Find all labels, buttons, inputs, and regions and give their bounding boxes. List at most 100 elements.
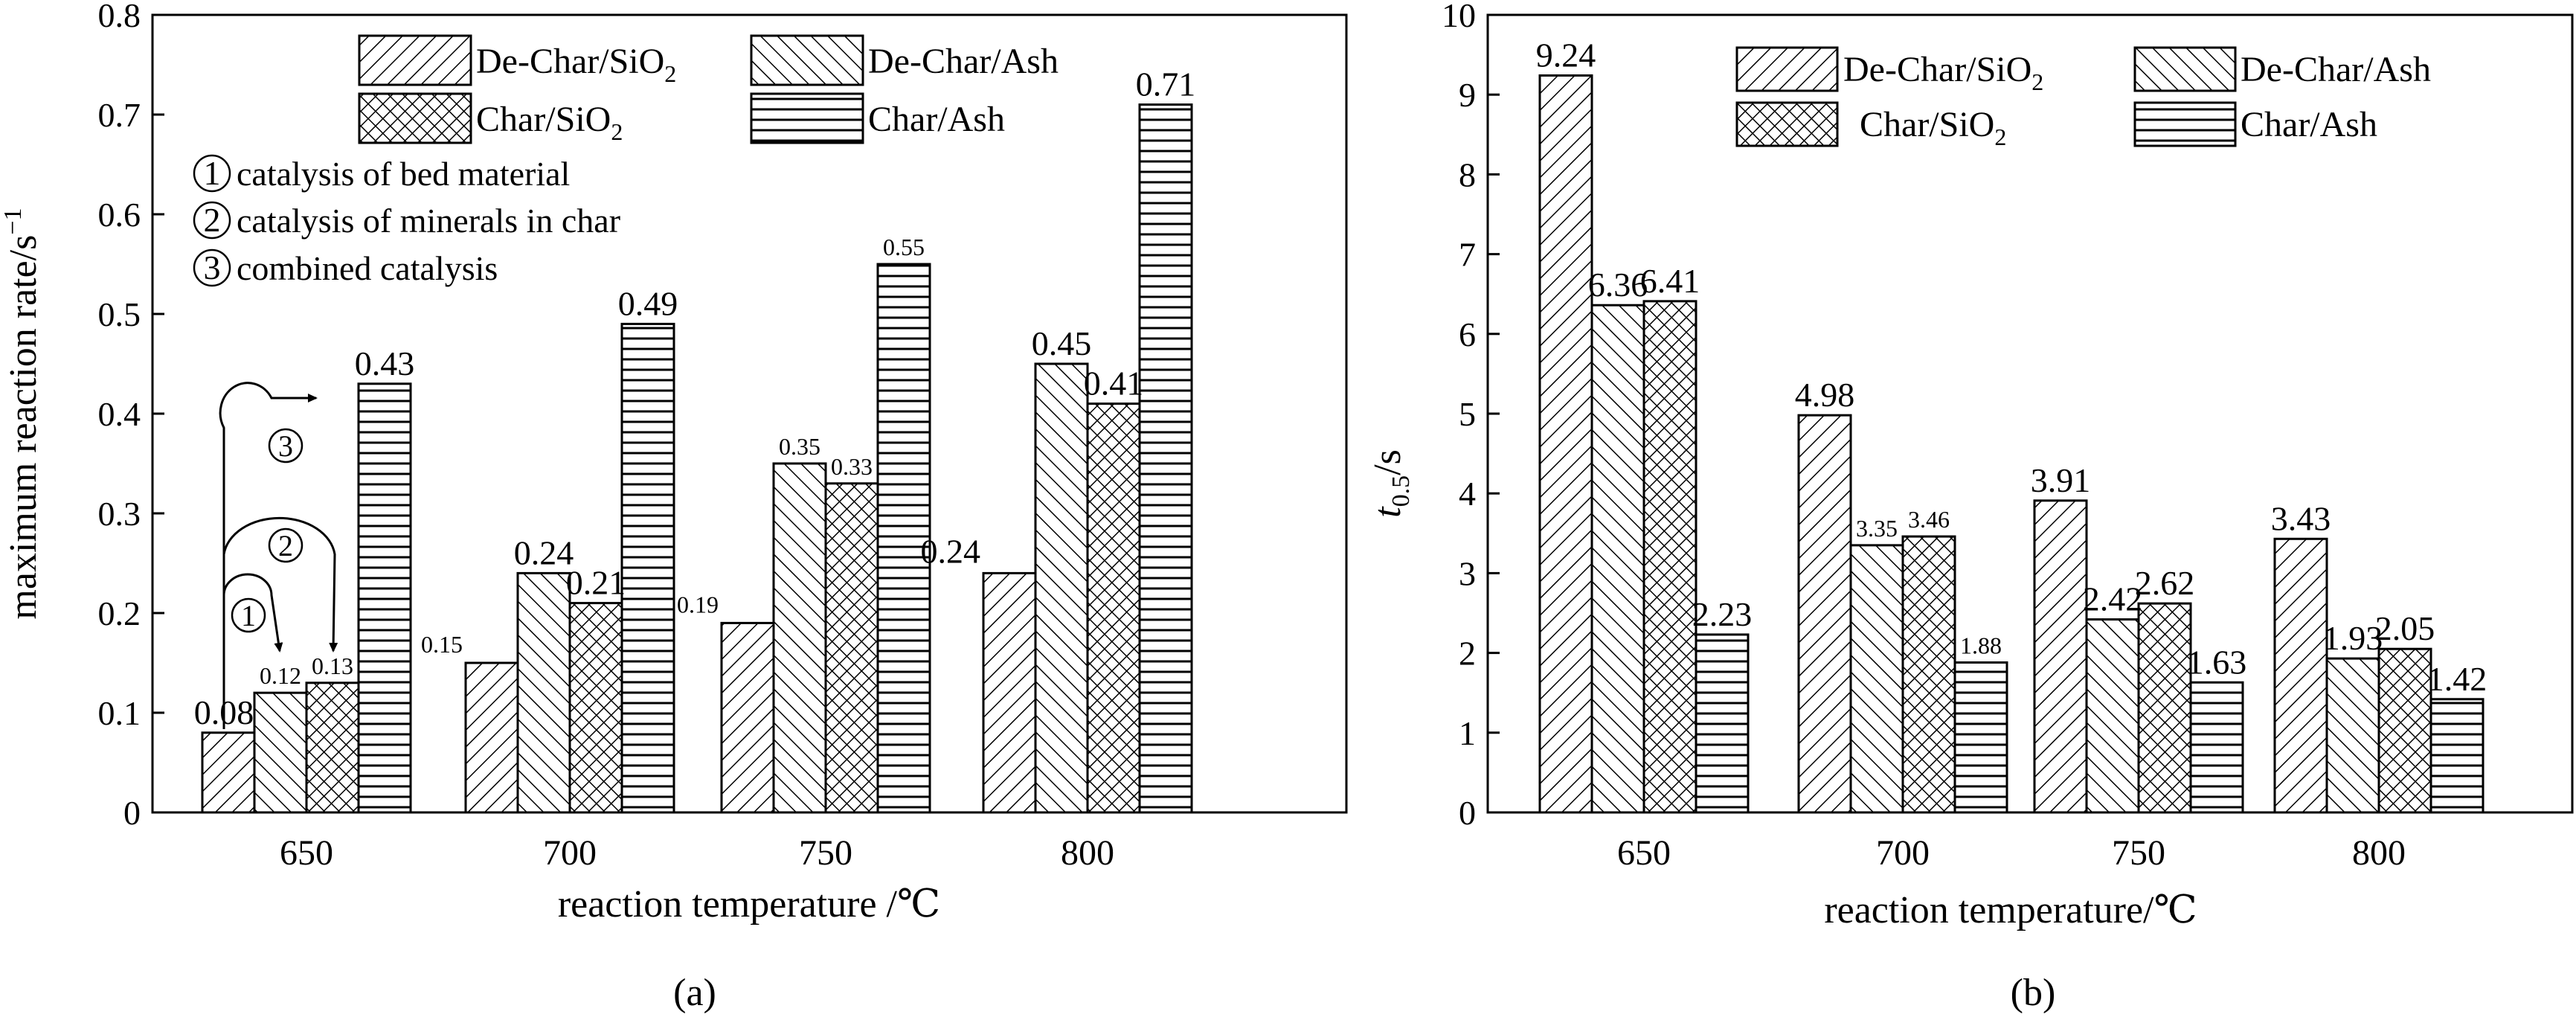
- y-tick-label-a: 0.3: [98, 495, 141, 533]
- y-tick-label-b: 9: [1459, 76, 1476, 114]
- data-label-b-de-char-sio2-650: 9.24: [1536, 36, 1596, 74]
- data-label-a-char-sio2-700: 0.21: [566, 564, 626, 602]
- circle-2-marker: [268, 527, 303, 563]
- x-axis-title-b: reaction temperature/℃: [1824, 889, 2197, 931]
- y-tick-label-b: 2: [1459, 635, 1476, 673]
- bar-b-de-char-sio2-650: [1538, 74, 1593, 814]
- bar-b-char-sio2-800: [2377, 647, 2432, 814]
- y-axis-title-a: maximum reaction rate/s−1: [0, 208, 45, 619]
- legend-a-swatch-de-char-sio2: [358, 34, 472, 86]
- note-2-text: catalysis of minerals in char: [237, 202, 620, 240]
- x-tick-labels-b: 650 700 750 800: [1617, 833, 2406, 873]
- circle-1-marker: [231, 597, 266, 633]
- bar-b-char-sio2-700: [1901, 535, 1956, 814]
- note-3-marker: [193, 248, 231, 287]
- bar-b-char-ash-700: [1953, 661, 2008, 814]
- bars-b: [1538, 74, 2485, 814]
- data-label-a-char-ash-800: 0.71: [1136, 65, 1196, 103]
- data-label-a-char-sio2-650: 0.13: [312, 652, 353, 679]
- data-label-b-char-sio2-650: 6.41: [1640, 262, 1700, 300]
- bar-b-de-char-sio2-750: [2033, 499, 2088, 814]
- data-label-a-char-ash-750: 0.55: [883, 234, 925, 260]
- arrow-2: [222, 516, 338, 652]
- data-label-b-de-char-ash-750: 2.42: [2083, 580, 2143, 618]
- y-axis-ticks-a: 0 0.1 0.2 0.3 0.4 0.5 0.6 0.7 0.8: [98, 0, 164, 832]
- bar-a-char-sio2-700: [568, 602, 623, 814]
- x-tick-label-a-800: 800: [1061, 833, 1114, 873]
- y-tick-label-a: 0.2: [98, 594, 141, 632]
- y-tick-label-b: 8: [1459, 155, 1476, 193]
- chart-a: 00.10.20.30.40.50.60.70.8 0.080.12 0.130.…: [0, 0, 1348, 1014]
- bar-b-de-char-ash-700: [1849, 544, 1904, 814]
- legend-b-label-de-char-ash: De-Char/Ash: [2241, 50, 2431, 89]
- note-1-number: 1: [204, 154, 221, 192]
- x-tick-label-b-750: 750: [2112, 833, 2165, 873]
- bar-b-char-ash-650: [1695, 633, 1750, 814]
- y-tick-label-b: 0: [1459, 794, 1476, 832]
- bar-a-de-char-ash-650: [253, 691, 308, 814]
- bar-b-char-ash-800: [2429, 698, 2485, 814]
- y-tick-label-b: 3: [1459, 554, 1476, 592]
- arrow-3: [219, 382, 318, 554]
- bar-a-de-char-ash-800: [1034, 362, 1089, 814]
- bar-a-char-ash-700: [620, 322, 675, 814]
- y-tick-label-b: 10: [1442, 0, 1476, 34]
- legend-b-swatch-de-char-sio2: [1735, 46, 1839, 92]
- catalysis-circle-labels: 1 2 3: [231, 428, 303, 633]
- circle-1-label: 1: [241, 599, 256, 632]
- bar-b-de-char-ash-650: [1590, 304, 1645, 814]
- note-3-number: 3: [204, 248, 221, 286]
- data-label-a-de-char-ash-750: 0.35: [779, 433, 820, 460]
- data-label-a-char-ash-650: 0.43: [355, 344, 415, 382]
- y-axis-title-b: t0.5/s: [1366, 449, 1415, 518]
- legend-a-swatch-char-sio2: [358, 92, 472, 144]
- data-label-a-char-sio2-800: 0.41: [1084, 365, 1144, 402]
- data-labels-a: 0.080.12 0.130.430.150.240.210.490.190.35…: [194, 65, 1196, 731]
- data-label-b-char-ash-750: 1.63: [2187, 643, 2247, 681]
- bar-b-char-ash-750: [2189, 681, 2244, 814]
- panel-label-b: (b): [2011, 972, 2056, 1014]
- bar-a-char-ash-800: [1138, 103, 1193, 814]
- bar-a-char-sio2-750: [824, 482, 879, 814]
- legend-b-label-char-sio2: Char/SiO2: [1860, 105, 2006, 150]
- data-label-a-de-char-sio2-750: 0.19: [677, 591, 719, 618]
- x-tick-label-b-650: 650: [1617, 833, 1671, 873]
- x-tick-label-b-700: 700: [1876, 833, 1930, 873]
- bar-a-de-char-sio2-800: [982, 571, 1037, 814]
- bar-b-de-char-sio2-700: [1797, 414, 1852, 814]
- bar-a-de-char-ash-750: [772, 462, 827, 814]
- legend-b-label-char-ash: Char/Ash: [2241, 105, 2377, 144]
- y-tick-label-b: 6: [1459, 315, 1476, 353]
- bar-a-de-char-sio2-700: [464, 661, 519, 814]
- y-tick-label-a: 0.5: [98, 295, 141, 333]
- y-tick-label-b: 5: [1459, 395, 1476, 433]
- y-tick-label-a: 0.4: [98, 395, 141, 433]
- y-tick-label-a: 0.7: [98, 96, 141, 134]
- note-1-text: catalysis of bed material: [237, 155, 570, 193]
- bar-b-char-sio2-750: [2137, 602, 2192, 814]
- catalysis-notes: 1 catalysis of bed material 2 catalysis …: [193, 154, 620, 287]
- panel-label-a: (a): [673, 972, 716, 1014]
- data-label-b-char-sio2-700: 3.46: [1908, 506, 1950, 533]
- bar-a-char-sio2-800: [1086, 402, 1141, 814]
- y-axis-ticks-b: 0 1 2 3 4 5 6 7 8 9 10: [1442, 0, 1500, 832]
- y-tick-label-a: 0.1: [98, 694, 141, 732]
- legend-a: De-Char/SiO2 De-Char/Ash Char/SiO2 Char/…: [358, 34, 1059, 145]
- data-label-a-de-char-sio2-700: 0.15: [421, 631, 463, 658]
- legend-b-label-de-char-sio2: De-Char/SiO2: [1843, 50, 2043, 95]
- legend-b-swatch-char-ash: [2133, 101, 2237, 147]
- bar-b-char-sio2-650: [1642, 300, 1697, 814]
- bar-a-de-char-ash-700: [516, 571, 571, 814]
- bars-a: [201, 103, 1193, 814]
- note-1-marker: [193, 154, 231, 193]
- data-label-b-de-char-ash-800: 1.93: [2323, 619, 2383, 657]
- data-label-a-de-char-ash-700: 0.24: [514, 533, 574, 571]
- data-label-b-char-sio2-750: 2.62: [2135, 564, 2195, 602]
- legend-a-swatch-de-char-ash: [750, 34, 864, 86]
- legend-a-label-de-char-sio2: De-Char/SiO2: [476, 42, 676, 87]
- legend-b-swatch-de-char-ash: [2133, 46, 2237, 92]
- bar-a-char-sio2-650: [305, 681, 360, 814]
- data-label-b-char-ash-650: 2.23: [1692, 595, 1753, 633]
- bar-a-de-char-sio2-650: [201, 731, 256, 814]
- y-tick-label-b: 1: [1459, 714, 1476, 752]
